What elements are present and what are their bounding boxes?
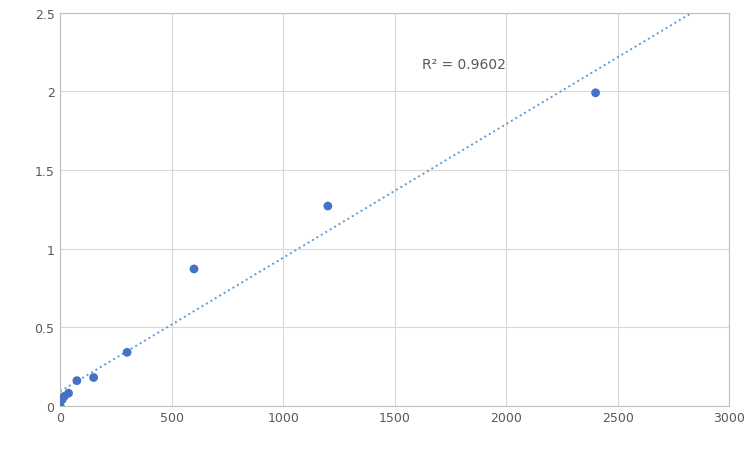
Point: [590, 90, 602, 97]
Point: [59, 393, 71, 400]
Point: [71, 377, 83, 384]
Point: [188, 266, 200, 273]
Point: [322, 203, 334, 210]
Point: [56, 396, 68, 403]
Point: [121, 349, 133, 356]
Point: [87, 374, 99, 381]
Point: [54, 402, 66, 410]
Text: R² = 0.9602: R² = 0.9602: [422, 58, 505, 72]
Point: [62, 390, 74, 397]
